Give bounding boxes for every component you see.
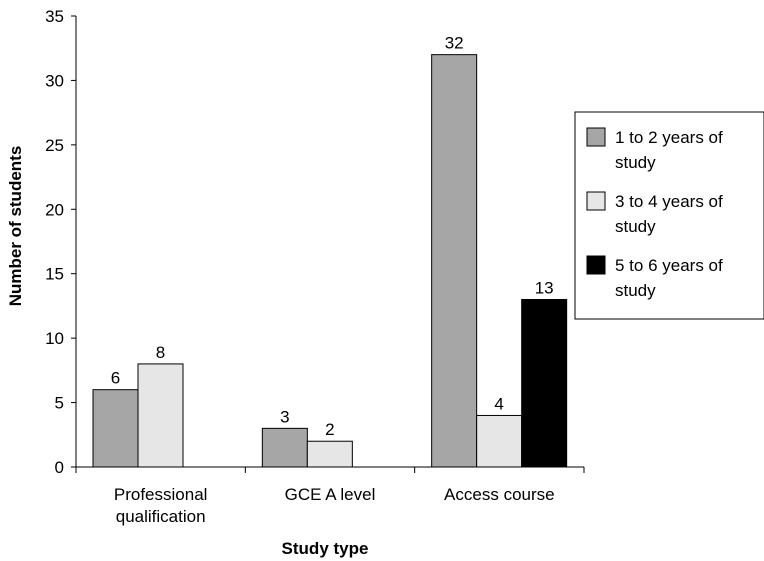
bar: [261, 427, 308, 468]
legend-label: study: [615, 153, 656, 172]
legend-swatch: [586, 255, 606, 275]
data-label: 8: [156, 343, 165, 362]
y-tick-label: 35: [45, 7, 64, 26]
y-tick-label: 25: [45, 136, 64, 155]
category-label: GCE A level: [285, 485, 376, 504]
data-label: 3: [280, 407, 289, 426]
x-axis: [75, 466, 585, 473]
y-tick-label: 0: [55, 458, 64, 477]
legend-label: 5 to 6 years of: [615, 256, 723, 275]
bars: [92, 54, 568, 468]
y-tick-label: 10: [45, 329, 64, 348]
legend-label: 3 to 4 years of: [615, 192, 723, 211]
y-tick-label: 30: [45, 71, 64, 90]
legend-swatch: [586, 127, 606, 147]
bar: [476, 414, 523, 468]
data-label: 13: [535, 278, 554, 297]
bar: [92, 389, 139, 468]
data-label: 32: [445, 34, 464, 53]
y-axis: 0 5 10 15 20 25 30 35: [45, 7, 77, 477]
category-label: qualification: [116, 507, 206, 526]
legend-box: [574, 111, 764, 320]
legend-label: study: [615, 281, 656, 300]
bar: [137, 363, 184, 468]
category-label: Professional: [114, 485, 208, 504]
category-label: Access course: [444, 485, 555, 504]
y-tick-label: 5: [55, 394, 64, 413]
legend-label: 1 to 2 years of: [615, 128, 723, 147]
x-axis-title: Study type: [282, 539, 369, 558]
bar: [306, 440, 353, 468]
bar: [431, 54, 478, 468]
y-tick-label: 15: [45, 265, 64, 284]
y-tick-label: 20: [45, 200, 64, 219]
data-label: 4: [494, 394, 503, 413]
legend-label: study: [615, 217, 656, 236]
category-labels: Professional qualification GCE A level Acce…: [114, 485, 555, 526]
y-axis-title: Number of students: [6, 146, 25, 307]
legend: 1 to 2 years of study 3 to 4 years of study…: [574, 111, 764, 320]
legend-swatch: [586, 191, 606, 211]
data-label: 2: [325, 420, 334, 439]
data-label: 6: [111, 369, 120, 388]
bar: [521, 298, 568, 468]
